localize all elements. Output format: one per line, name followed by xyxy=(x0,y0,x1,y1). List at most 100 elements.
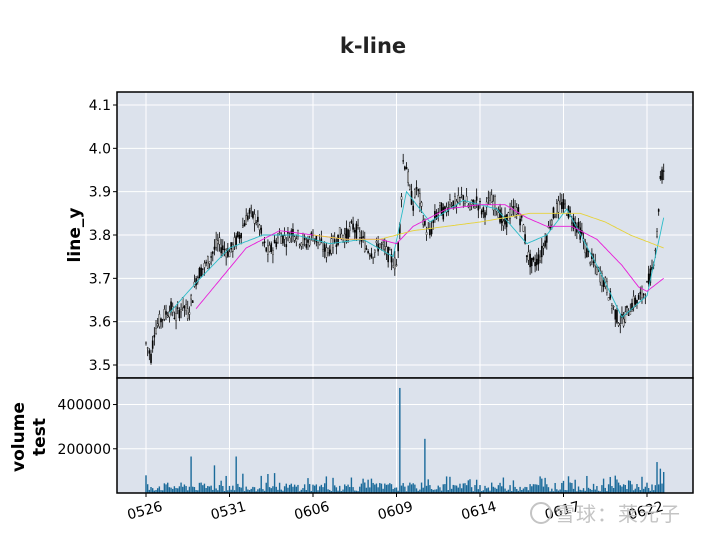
volume-bar xyxy=(372,482,374,493)
x-tick-label: 0531 xyxy=(209,499,248,524)
volume-bar xyxy=(305,490,308,493)
volume-bar xyxy=(297,484,299,493)
volume-bar xyxy=(287,487,289,493)
volume-bar xyxy=(327,489,329,493)
candle-body xyxy=(198,267,201,279)
candle-body xyxy=(592,261,595,263)
candle-body xyxy=(432,220,435,224)
candle-body xyxy=(544,240,546,247)
chart-title: k-line xyxy=(340,34,406,58)
volume-bar xyxy=(587,487,590,493)
volume-bar xyxy=(597,490,600,493)
volume-bar xyxy=(227,490,229,493)
candle-body xyxy=(151,340,154,349)
volume-bar xyxy=(155,489,157,493)
candle-body xyxy=(258,224,261,230)
candle-body xyxy=(412,205,415,211)
candle-body xyxy=(263,241,266,244)
candle-body xyxy=(252,211,254,218)
volume-bar xyxy=(392,489,394,493)
volume-bar xyxy=(275,486,277,493)
candle-body xyxy=(210,256,212,258)
candle-body xyxy=(387,247,389,263)
candle-body xyxy=(150,353,152,363)
volume-bar xyxy=(145,475,147,493)
volume-bar xyxy=(636,484,638,493)
candle-body xyxy=(148,350,151,354)
volume-bar xyxy=(213,465,216,493)
volume-bar xyxy=(562,480,565,493)
volume-bar xyxy=(617,482,620,493)
volume-bar xyxy=(394,487,396,493)
volume-bar xyxy=(452,484,454,493)
volume-bar xyxy=(485,488,488,493)
candle-body xyxy=(492,201,495,211)
volume-bar xyxy=(177,488,179,493)
volume-bar xyxy=(197,490,199,493)
candle-body xyxy=(487,197,490,199)
candle-body xyxy=(639,291,642,295)
volume-bar xyxy=(310,490,313,493)
volume-bar xyxy=(552,491,555,493)
candle-body xyxy=(302,236,304,245)
candle-body xyxy=(517,207,520,215)
volume-bar xyxy=(260,475,262,493)
volume-bar xyxy=(295,486,297,493)
volume-bar xyxy=(349,487,351,493)
candle-body xyxy=(282,235,284,244)
watermark: 雪球：莱元子 xyxy=(530,498,681,527)
volume-y-axis-label-line1: volume xyxy=(9,402,29,472)
candle-body xyxy=(527,251,530,261)
candle-body xyxy=(460,194,463,196)
x-tick-label: 0609 xyxy=(376,499,415,524)
candle-body xyxy=(323,244,326,252)
candle-body xyxy=(629,311,632,315)
candle-body xyxy=(641,288,643,298)
candle-body xyxy=(577,221,580,228)
volume-bar xyxy=(267,473,269,493)
volume-bar xyxy=(208,486,211,493)
volume-bar xyxy=(168,487,171,493)
volume-bar xyxy=(357,491,359,493)
volume-bar xyxy=(405,491,408,493)
volume-bar xyxy=(656,462,658,493)
volume-bar xyxy=(148,489,151,493)
volume-bar xyxy=(387,484,389,493)
volume-bar xyxy=(561,482,563,493)
volume-bar xyxy=(546,484,548,493)
candle-body xyxy=(200,267,202,277)
volume-bar xyxy=(334,485,336,493)
volume-bar xyxy=(265,482,267,493)
price-y-tick-label: 4.1 xyxy=(89,98,111,114)
volume-bar xyxy=(410,484,413,493)
candle-body xyxy=(347,229,349,241)
volume-bar xyxy=(526,487,528,493)
volume-bar xyxy=(242,473,244,493)
candle-body xyxy=(627,314,630,316)
candle-body xyxy=(542,245,545,249)
candle-body xyxy=(362,236,364,238)
volume-bar xyxy=(337,490,339,493)
volume-bar xyxy=(624,484,626,493)
candle-body xyxy=(275,241,278,247)
candle-body xyxy=(367,251,369,254)
volume-bar xyxy=(268,487,271,493)
volume-bar xyxy=(233,490,236,493)
volume-bar xyxy=(380,483,383,493)
candle-body xyxy=(384,246,386,250)
volume-bar xyxy=(517,490,520,493)
candle-body xyxy=(325,247,328,258)
volume-bar xyxy=(604,487,606,493)
volume-bar xyxy=(581,490,583,493)
candle-body xyxy=(213,246,216,250)
volume-bar xyxy=(641,476,643,493)
volume-bar xyxy=(567,476,570,493)
volume-bar xyxy=(390,484,393,493)
candle-body xyxy=(247,215,249,220)
volume-bar xyxy=(422,487,424,493)
candle-body xyxy=(394,257,396,270)
volume-bar xyxy=(153,490,156,493)
candle-body xyxy=(657,209,660,212)
volume-bar xyxy=(450,488,453,493)
